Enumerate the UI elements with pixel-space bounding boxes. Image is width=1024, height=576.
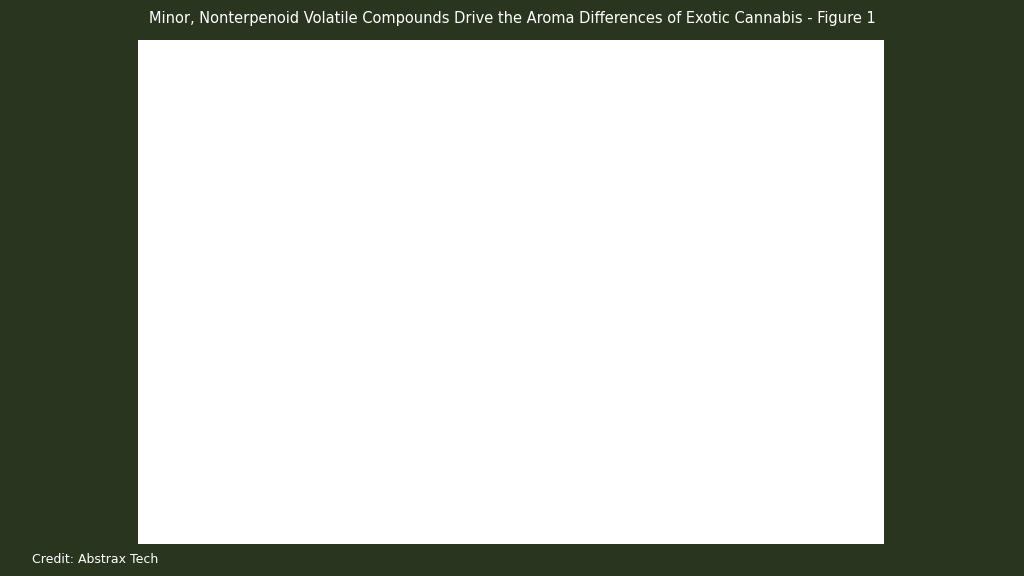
Text: sesquiterpenes: sesquiterpenes <box>675 203 766 215</box>
Text: monoterpenes: monoterpenes <box>675 115 761 127</box>
Text: other: other <box>299 450 332 463</box>
Text: VSCs: VSCs <box>675 434 705 448</box>
Polygon shape <box>407 452 529 489</box>
Bar <box>452 378 493 401</box>
Polygon shape <box>407 333 452 403</box>
Polygon shape <box>493 234 656 355</box>
Text: aldehydes: aldehydes <box>675 397 735 410</box>
Ellipse shape <box>529 439 604 472</box>
Polygon shape <box>407 66 452 353</box>
Bar <box>340 66 407 353</box>
Text: Credit: Abstrax Tech: Credit: Abstrax Tech <box>32 553 158 566</box>
Polygon shape <box>407 325 452 355</box>
Bar <box>340 333 407 403</box>
Bar <box>452 66 493 320</box>
Polygon shape <box>493 229 656 401</box>
Polygon shape <box>407 378 452 403</box>
Text: monoterpenoids: monoterpenoids <box>675 160 772 173</box>
Polygon shape <box>493 111 656 184</box>
Text: alcohols: alcohols <box>675 321 723 334</box>
Text: cannabinoids: cannabinoids <box>249 203 332 215</box>
Text: flavorants: flavorants <box>538 450 597 463</box>
Text: esters: esters <box>675 282 712 295</box>
Bar <box>452 355 493 378</box>
Text: Minor, Nonterpenoid Volatile Compounds Drive the Aroma Differences of Exotic Can: Minor, Nonterpenoid Volatile Compounds D… <box>148 11 876 26</box>
Text: sesquiterpenoids: sesquiterpenoids <box>675 243 776 256</box>
Text: volatiles: volatiles <box>280 361 332 374</box>
Text: THCA: THCA <box>500 186 532 199</box>
Text: Secondary metabolites of cannabis: Secondary metabolites of cannabis <box>176 172 189 392</box>
Text: CBDA: CBDA <box>500 334 534 347</box>
Polygon shape <box>493 66 656 141</box>
Text: terpenes: terpenes <box>500 383 552 396</box>
Bar <box>452 325 493 355</box>
Polygon shape <box>493 156 656 295</box>
Text: minors: minors <box>500 360 541 373</box>
Bar <box>452 444 468 471</box>
Text: heteroaromatics: heteroaromatics <box>675 359 772 372</box>
Bar <box>340 403 407 509</box>
